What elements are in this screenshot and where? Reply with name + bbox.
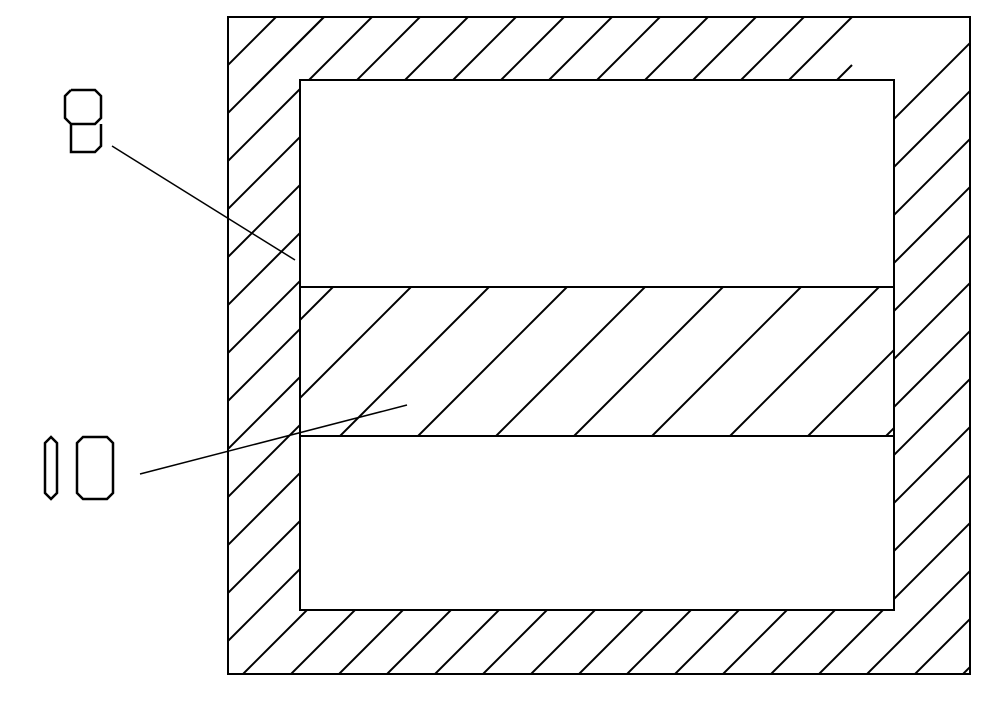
- label-9: [65, 90, 101, 152]
- label-10: [45, 437, 113, 499]
- inner-frame: [300, 80, 894, 610]
- diagram-svg: [0, 0, 997, 711]
